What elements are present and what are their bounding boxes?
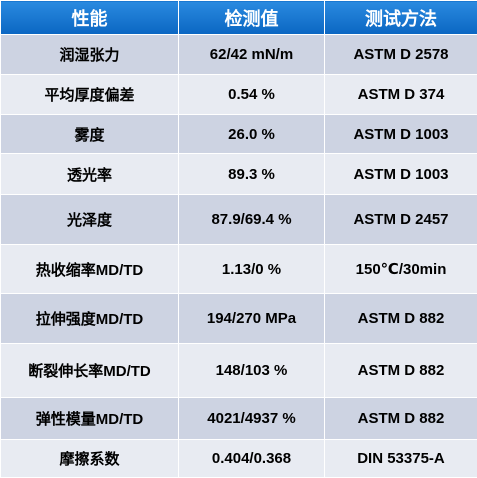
table-cell: ASTM D 2578	[325, 35, 477, 75]
header-cell: 检测值	[179, 1, 325, 35]
header-cell: 性能	[1, 1, 179, 35]
table-cell: 弹性模量MD/TD	[1, 398, 179, 440]
table-cell: 1.13/0 %	[179, 245, 325, 294]
header-cell: 测试方法	[325, 1, 477, 35]
table-cell: 87.9/69.4 %	[179, 195, 325, 245]
table-cell: 透光率	[1, 154, 179, 195]
table-cell: 拉伸强度MD/TD	[1, 294, 179, 344]
table-cell: 62/42 mN/m	[179, 35, 325, 75]
table-cell: 断裂伸长率MD/TD	[1, 344, 179, 398]
table-cell: 26.0 %	[179, 115, 325, 154]
table-cell: ASTM D 882	[325, 294, 477, 344]
table-cell: ASTM D 882	[325, 344, 477, 398]
header-row: 性能 检测值 测试方法	[1, 1, 477, 35]
table-cell: ASTM D 1003	[325, 115, 477, 154]
table-cell: 摩擦系数	[1, 440, 179, 478]
table-cell: 润湿张力	[1, 35, 179, 75]
table-cell: 0.54 %	[179, 75, 325, 115]
table-cell: 4021/4937 %	[179, 398, 325, 440]
table-cell: 平均厚度偏差	[1, 75, 179, 115]
table-cell: ASTM D 374	[325, 75, 477, 115]
table-cell: 0.404/0.368	[179, 440, 325, 478]
table-cell: 194/270 MPa	[179, 294, 325, 344]
table-cell: 雾度	[1, 115, 179, 154]
table-cell: ASTM D 882	[325, 398, 477, 440]
table-cell: 89.3 %	[179, 154, 325, 195]
table-cell: ASTM D 1003	[325, 154, 477, 195]
table-cell: 光泽度	[1, 195, 179, 245]
table-cell: 热收缩率MD/TD	[1, 245, 179, 294]
table-cell: 150℃/30min	[325, 245, 477, 294]
table-cell: DIN 53375-A	[325, 440, 477, 478]
table-cell: 148/103 %	[179, 344, 325, 398]
table-cell: ASTM D 2457	[325, 195, 477, 245]
